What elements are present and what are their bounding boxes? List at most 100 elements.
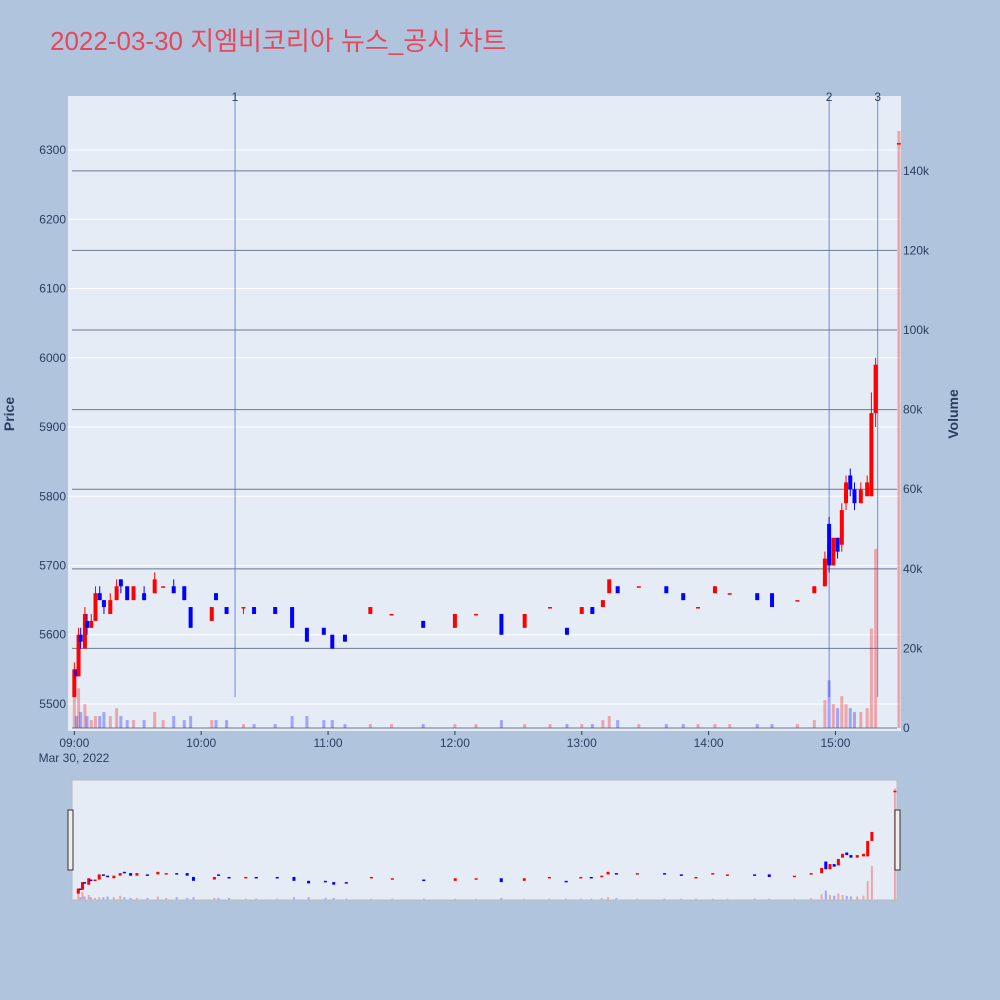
mini-volume-bar (793, 898, 796, 900)
mini-candle (832, 864, 836, 867)
mini-candle (344, 882, 348, 884)
mini-candle (78, 888, 82, 891)
candle-body (696, 607, 701, 609)
mini-volume-bar (123, 897, 126, 900)
mini-volume-bar (244, 898, 247, 900)
volume-bar (132, 720, 136, 729)
mini-candle (89, 879, 93, 882)
mini-candle (820, 867, 824, 874)
x-tick-label: 10:00 (186, 736, 216, 750)
mini-volume-bar (87, 895, 90, 900)
volume-bar (565, 724, 569, 729)
mini-candle (866, 840, 870, 857)
mini-volume-bar (391, 898, 394, 900)
candle-body (636, 586, 641, 588)
mini-candle (87, 878, 91, 885)
candle-body (822, 558, 827, 587)
mini-volume-bar (83, 896, 86, 900)
mini-candle (164, 873, 168, 875)
candle-body (114, 586, 119, 601)
volume-bar (93, 716, 97, 729)
chart-title: 2022-03-30 지엠비코리아 뉴스_공시 차트 (50, 26, 506, 56)
candle-body (321, 627, 326, 635)
candle-body (118, 579, 123, 587)
mini-candle (212, 876, 216, 880)
volume-bar (865, 708, 869, 729)
candle-body (97, 593, 102, 601)
candle-body (579, 607, 584, 614)
mini-candle (870, 831, 874, 841)
volume-bar (214, 720, 218, 729)
mini-candle (369, 876, 373, 879)
candle-body (770, 593, 775, 608)
mini-candle (175, 873, 179, 875)
candle-body (474, 613, 479, 616)
mini-candle (292, 876, 296, 881)
mini-volume-bar (810, 897, 813, 900)
slider-handle[interactable] (67, 809, 74, 871)
mini-candle (679, 874, 683, 876)
mini-volume-bar (332, 897, 335, 900)
volume-bar (142, 720, 146, 729)
candle-body (182, 586, 187, 601)
volume-bar (844, 704, 848, 729)
volume-bar (637, 724, 641, 729)
mini-candle (156, 871, 160, 875)
y2-tick-label: 60k (903, 482, 923, 496)
mini-volume-bar (475, 898, 478, 900)
mini-candle (76, 888, 80, 894)
mini-candle (323, 880, 327, 883)
mini-candle (792, 875, 796, 878)
mini-candle (824, 861, 828, 870)
volume-bar (823, 700, 827, 729)
mini-volume-bar (500, 897, 503, 900)
candle-body (522, 613, 527, 628)
volume-bar (836, 708, 840, 729)
mini-candle (711, 873, 715, 875)
mini-volume-bar (156, 896, 159, 900)
mini-volume-bar (94, 897, 97, 900)
mini-candle (753, 874, 757, 876)
event-label: 3 (874, 90, 881, 104)
candle-body (304, 627, 309, 642)
volume-bar (713, 724, 717, 729)
y-tick-label: 5600 (39, 628, 66, 642)
candle-body (108, 600, 113, 614)
mini-candle (579, 876, 583, 879)
candle-body (78, 634, 83, 642)
slider-handle[interactable] (894, 809, 901, 871)
candle-body (188, 607, 193, 628)
mini-volume-bar (102, 897, 105, 900)
volume-bar (453, 724, 457, 729)
y2-tick-label: 80k (903, 403, 923, 417)
mini-candle (244, 876, 248, 879)
mini-volume-bar (165, 897, 168, 900)
y2-tick-label: 0 (903, 721, 910, 735)
mini-candle (564, 880, 568, 883)
volume-bar (548, 724, 552, 729)
event-label: 2 (826, 90, 833, 104)
volume-bar (79, 712, 83, 729)
volume-bar (795, 724, 799, 729)
mini-candle (275, 876, 279, 879)
mini-volume-bar (824, 890, 827, 900)
volume-bar (499, 720, 503, 729)
candle-body (548, 607, 553, 609)
mini-volume-bar (680, 898, 683, 900)
mini-candle (422, 879, 426, 882)
mini-candle (332, 882, 336, 885)
candle-body (131, 586, 136, 601)
mini-volume-bar (135, 897, 138, 900)
volume-bar (290, 716, 294, 729)
mini-volume-bar (98, 897, 101, 900)
candle-body (330, 634, 335, 649)
candle-body (727, 593, 732, 595)
mini-candle (101, 874, 105, 876)
volume-bar (389, 724, 393, 729)
mini-volume-bar (862, 895, 865, 900)
y2-tick-label: 20k (903, 641, 923, 655)
range-slider[interactable] (71, 779, 898, 901)
mini-volume-bar (833, 895, 836, 900)
volume-bar (85, 716, 89, 729)
mini-volume-bar (213, 897, 216, 900)
